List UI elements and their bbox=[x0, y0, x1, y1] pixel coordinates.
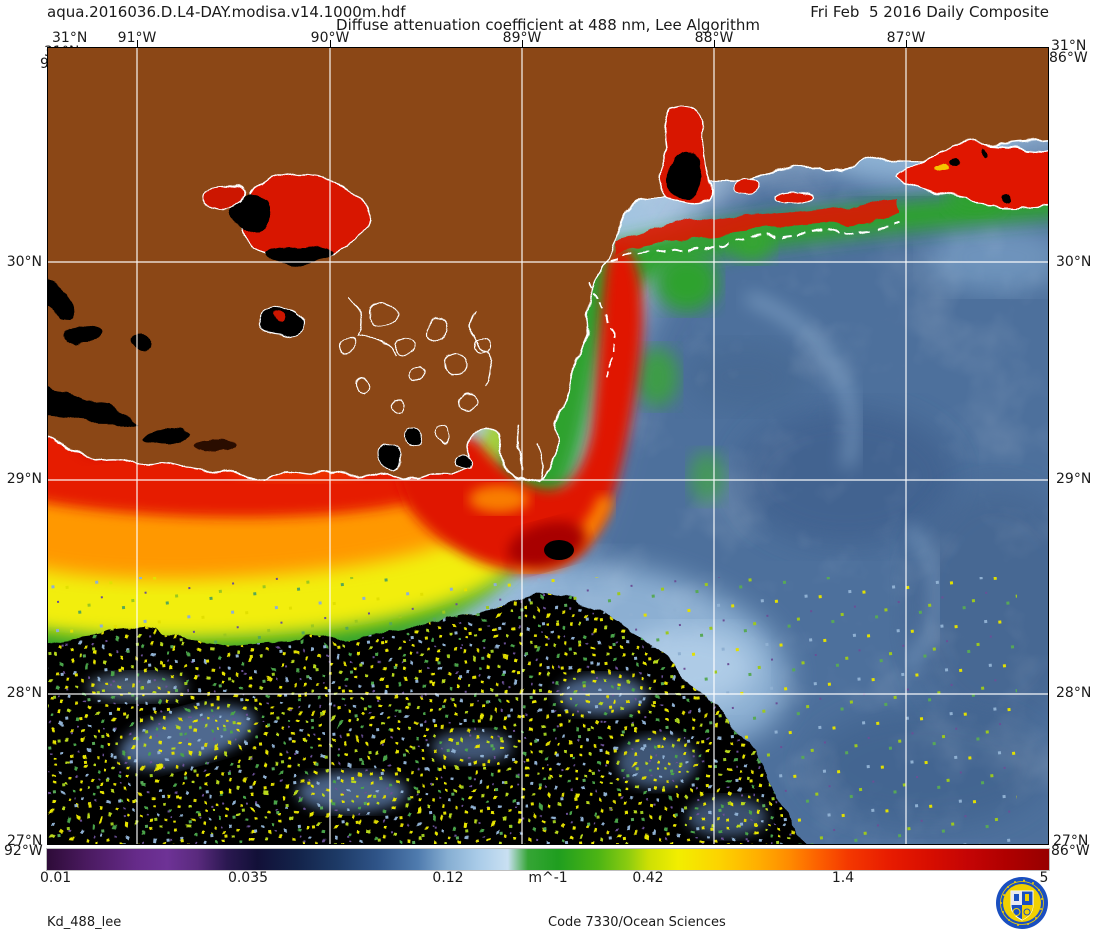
top-axis-lat-label: 31°N bbox=[52, 30, 88, 46]
colorbar-tick-label: 1.4 bbox=[831, 870, 855, 886]
top-axis-lon-label: 88°W bbox=[694, 30, 734, 46]
colorbar-tick-label: 0.035 bbox=[227, 870, 269, 886]
axis-tick bbox=[906, 40, 907, 47]
axis-tick bbox=[522, 40, 523, 47]
coastal-red-band bbox=[898, 146, 1049, 207]
file-name: aqua.2016036.D.L4-DAY.modisa.v14.1000m.h… bbox=[47, 3, 406, 21]
colorbar-tick-label: 0.01 bbox=[40, 870, 72, 886]
left-axis-lat-label: 29°N bbox=[6, 471, 42, 487]
date-label: Fri Feb 5 2016 Daily Composite bbox=[810, 3, 1049, 21]
colorbar-tick-label: 0.42 bbox=[632, 870, 664, 886]
product-name: Kd_488_lee bbox=[47, 915, 122, 930]
map-border bbox=[47, 47, 1049, 845]
left-axis-lat-label: 30°N bbox=[6, 254, 42, 270]
corner-label-lon: 86°W bbox=[1049, 50, 1088, 66]
lake-maurepas bbox=[202, 183, 244, 211]
nrl-seal-logo bbox=[996, 877, 1048, 929]
top-axis-lon-label: 91°W bbox=[117, 30, 157, 46]
footer-left: Kd_488_lee BonnetCarre2016 (MODISA-AQUA-… bbox=[47, 884, 294, 931]
colorbar-tick-label: 0.12 bbox=[432, 870, 464, 886]
right-axis-lat-label: 28°N bbox=[1056, 685, 1092, 701]
satellite-map bbox=[47, 47, 1049, 845]
colorbar-tick-label: 5 bbox=[1039, 870, 1049, 886]
colorbar bbox=[46, 848, 1050, 871]
top-axis-lon-label: 87°W bbox=[886, 30, 926, 46]
axis-tick bbox=[330, 40, 331, 47]
top-axis-lon-label: 89°W bbox=[502, 30, 542, 46]
land-group bbox=[47, 47, 1049, 482]
delta-red-water bbox=[397, 245, 643, 572]
speckle-sparse bbox=[47, 577, 1017, 845]
footer-center: Code 7330/Ocean Sciences Naval Research … bbox=[548, 884, 726, 931]
grid-lines bbox=[47, 47, 1049, 845]
axis-tick bbox=[714, 40, 715, 47]
corner-label-lat: 27°N bbox=[1053, 833, 1089, 849]
top-axis-lon-label: 90°W bbox=[310, 30, 350, 46]
plot-title: Diffuse attenuation coefficient at 488 n… bbox=[336, 16, 760, 34]
map-canvas bbox=[47, 47, 1049, 845]
corner-label-lon: 92°W bbox=[4, 843, 43, 859]
corner-label-lat: 27°N bbox=[7, 833, 43, 849]
corner-label-lon: 86°W bbox=[1051, 843, 1090, 859]
land bbox=[47, 47, 1049, 482]
corner-label-lat: 31°N bbox=[1051, 38, 1087, 54]
left-axis-lat-label: 28°N bbox=[6, 685, 42, 701]
right-axis-lat-label: 29°N bbox=[1056, 471, 1092, 487]
right-axis-lat-label: 30°N bbox=[1056, 254, 1092, 270]
colorbar-units-label: m^-1 bbox=[528, 870, 568, 886]
org-code: Code 7330/Ocean Sciences bbox=[548, 915, 726, 930]
axis-tick bbox=[137, 40, 138, 47]
